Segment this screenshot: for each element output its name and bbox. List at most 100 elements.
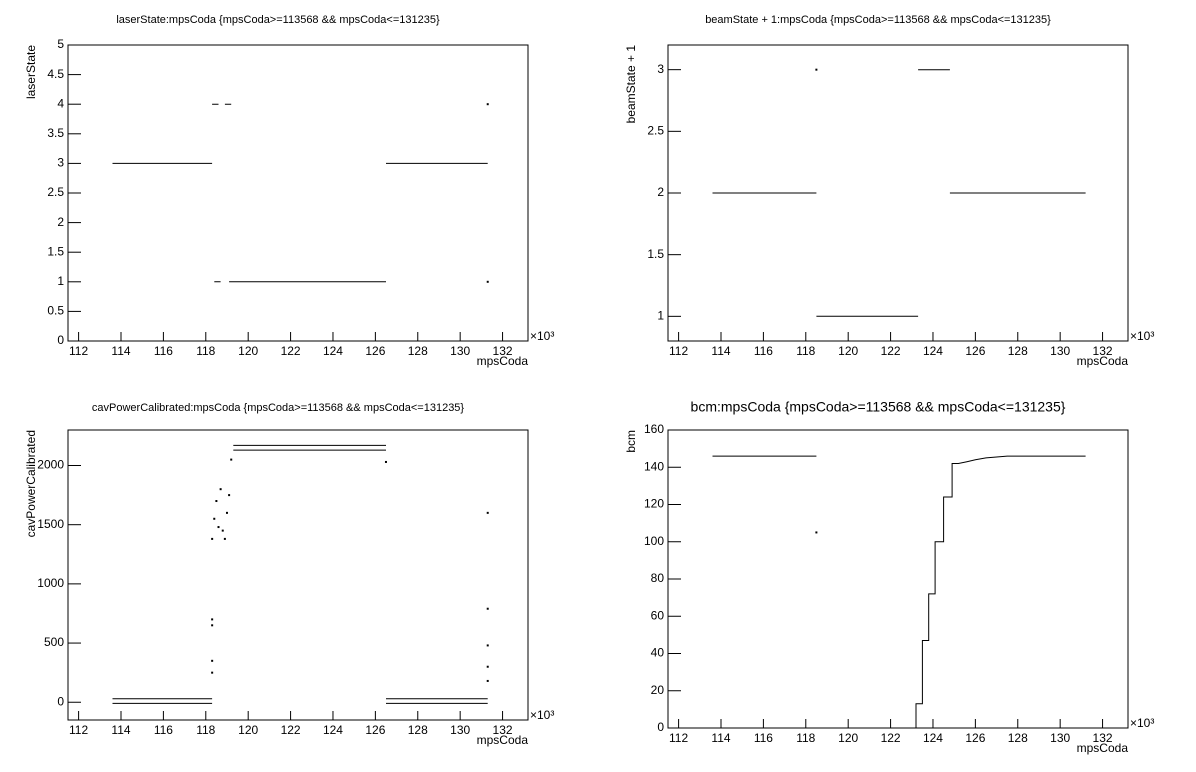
plot-frame — [67, 44, 529, 342]
x-unit: ×10³ — [530, 329, 554, 343]
chart-title: bcm:mpsCoda {mpsCoda>=113568 && mpsCoda<… — [691, 399, 1066, 415]
x-tick-label: 120 — [238, 723, 258, 737]
x-tick-label: 116 — [154, 344, 173, 358]
panel: laserState:mpsCoda {mpsCoda>=113568 && m… — [24, 14, 554, 368]
x-axis-label: mpsCoda — [477, 354, 529, 368]
y-tick-label: 2 — [57, 215, 64, 229]
x-tick-label: 120 — [238, 344, 258, 358]
x-tick-label: 124 — [323, 344, 343, 358]
x-tick-label: 130 — [1050, 344, 1070, 358]
x-tick-label: 130 — [450, 344, 470, 358]
y-tick-label: 0 — [57, 694, 64, 708]
data-point — [211, 671, 214, 674]
x-tick-label: 128 — [408, 723, 428, 737]
x-tick-label: 130 — [1050, 731, 1070, 745]
y-tick-label: 1.5 — [647, 247, 664, 261]
y-tick-label: 4 — [57, 96, 64, 110]
data-point — [384, 460, 387, 463]
data-point — [211, 659, 214, 662]
x-unit: ×10³ — [530, 708, 554, 722]
data-point — [230, 458, 233, 461]
y-tick-label: 3.5 — [47, 126, 64, 140]
x-tick-label: 112 — [669, 731, 688, 745]
x-axis-label: mpsCoda — [1077, 354, 1129, 368]
data-line — [112, 103, 488, 283]
x-tick-label: 114 — [111, 723, 130, 737]
y-axis-label: beamState + 1 — [624, 45, 638, 124]
data-point — [225, 511, 228, 514]
plot-frame — [67, 429, 529, 721]
x-tick-label: 116 — [754, 344, 773, 358]
x-axis-label: mpsCoda — [477, 733, 529, 747]
x-tick-label: 122 — [281, 344, 301, 358]
x-tick-label: 128 — [408, 344, 428, 358]
x-tick-label: 112 — [69, 723, 88, 737]
x-tick-label: 124 — [323, 723, 343, 737]
panel: bcm:mpsCoda {mpsCoda>=113568 && mpsCoda<… — [624, 399, 1154, 755]
y-tick-label: 1.5 — [47, 244, 64, 258]
y-axis-label: laserState — [24, 45, 38, 99]
x-axis-label: mpsCoda — [1077, 741, 1129, 755]
y-tick-label: 3 — [57, 156, 64, 170]
x-tick-label: 120 — [838, 731, 858, 745]
y-tick-label: 4.5 — [47, 67, 64, 81]
data-point — [211, 537, 214, 540]
plot-frame — [667, 429, 1129, 729]
x-tick-label: 124 — [923, 731, 943, 745]
x-tick-label: 114 — [111, 344, 130, 358]
data-point — [486, 511, 489, 514]
x-tick-label: 120 — [838, 344, 858, 358]
y-tick-label: 100 — [644, 534, 664, 548]
y-tick-label: 2 — [657, 185, 664, 199]
data-point — [815, 68, 818, 71]
x-tick-label: 114 — [711, 731, 730, 745]
y-tick-label: 0 — [57, 333, 64, 347]
panel: beamState + 1:mpsCoda {mpsCoda>=113568 &… — [624, 14, 1154, 368]
x-tick-label: 126 — [965, 344, 985, 358]
data-point — [213, 517, 216, 520]
y-tick-label: 1 — [57, 274, 64, 288]
x-tick-label: 132 — [493, 344, 513, 358]
x-tick-label: 128 — [1008, 344, 1028, 358]
x-tick-label: 112 — [69, 344, 88, 358]
x-tick-label: 126 — [365, 344, 385, 358]
x-tick-label: 132 — [1093, 344, 1113, 358]
chart-title: beamState + 1:mpsCoda {mpsCoda>=113568 &… — [705, 14, 1051, 26]
x-tick-label: 116 — [754, 731, 773, 745]
data-point — [486, 679, 489, 682]
x-tick-label: 112 — [669, 344, 688, 358]
data-point — [486, 665, 489, 668]
x-tick-label: 122 — [881, 344, 901, 358]
y-tick-label: 40 — [651, 646, 665, 660]
x-tick-label: 124 — [923, 344, 943, 358]
y-tick-label: 1000 — [37, 576, 64, 590]
y-tick-label: 2.5 — [647, 124, 664, 138]
data-point — [219, 488, 222, 491]
data-line — [712, 455, 1086, 728]
data-point — [486, 103, 489, 106]
data-point — [211, 618, 214, 621]
y-tick-label: 2.5 — [47, 185, 64, 199]
y-tick-label: 0 — [657, 720, 664, 734]
data-point — [215, 500, 218, 503]
x-unit: ×10³ — [1130, 716, 1154, 730]
y-axis-label: cavPowerCalibrated — [24, 430, 38, 537]
y-tick-label: 3 — [657, 62, 664, 76]
y-tick-label: 1 — [657, 309, 664, 323]
y-axis-label: bcm — [624, 430, 638, 453]
y-tick-label: 1500 — [37, 517, 64, 531]
data-point — [221, 529, 224, 532]
data-point — [486, 644, 489, 647]
data-line — [712, 69, 1086, 317]
x-tick-label: 132 — [493, 723, 513, 737]
data-point — [815, 531, 818, 534]
x-tick-label: 122 — [881, 731, 901, 745]
x-tick-label: 118 — [196, 344, 215, 358]
chart-title: laserState:mpsCoda {mpsCoda>=113568 && m… — [116, 14, 440, 26]
y-tick-label: 60 — [651, 608, 665, 622]
y-tick-label: 20 — [651, 683, 665, 697]
y-tick-label: 140 — [644, 459, 664, 473]
data-line — [112, 444, 488, 704]
x-tick-label: 132 — [1093, 731, 1113, 745]
y-tick-label: 500 — [44, 635, 64, 649]
